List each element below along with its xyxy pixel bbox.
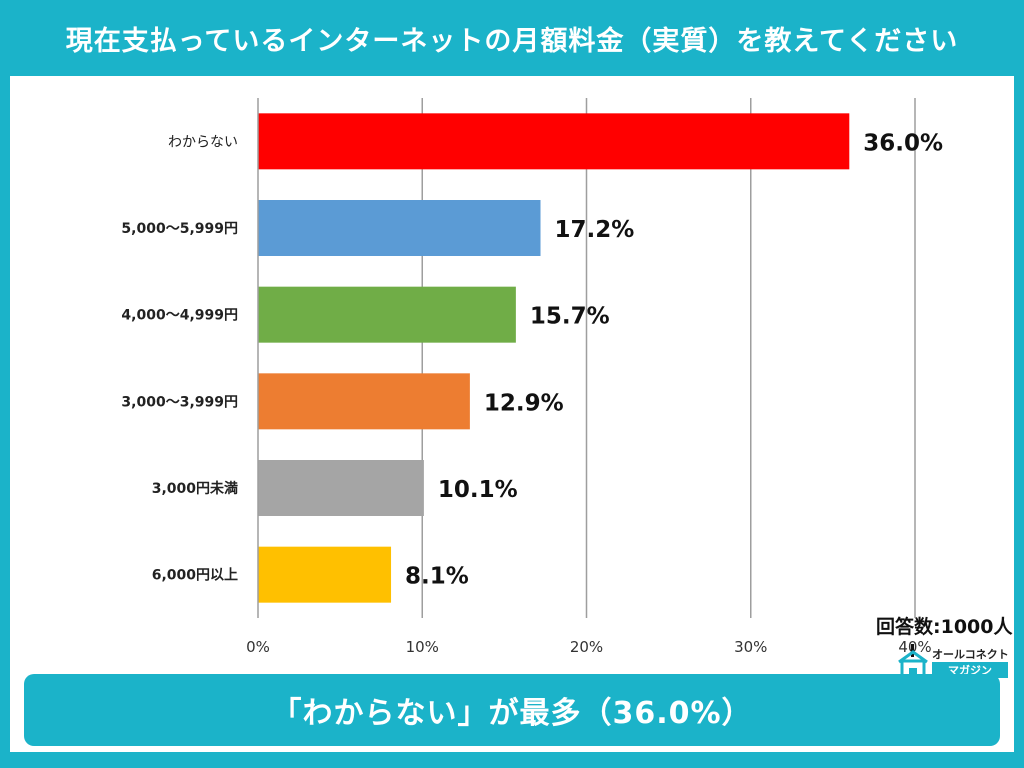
bar-3	[258, 373, 470, 430]
category-label: 4,000～4,999円	[121, 308, 238, 324]
x-tick-label: 20%	[570, 638, 603, 656]
value-label: 10.1%	[438, 477, 518, 503]
value-label: 36.0%	[863, 130, 943, 156]
x-tick-label: 30%	[734, 638, 767, 656]
bar-chart: 0% 10% 20% 30% 40% わからない 36.0% 5,000～5,999円 17.2…	[121, 98, 943, 656]
category-label: わからない	[168, 134, 238, 150]
bar-5	[258, 546, 392, 603]
category-label: 5,000～5,999円	[121, 221, 238, 237]
summary-banner: 「わからない」が最多（36.0%）	[24, 674, 1000, 746]
value-label: 17.2%	[555, 217, 635, 243]
x-tick-label: 0%	[246, 638, 270, 656]
bar-0	[258, 113, 850, 170]
category-label: 3,000円未満	[152, 480, 238, 497]
x-tick-label: 10%	[406, 638, 439, 656]
value-label: 12.9%	[484, 390, 564, 416]
logo-top-text: オールコネクト	[932, 648, 1009, 661]
respondent-count: 回答数:1000人	[876, 616, 1013, 638]
bar-1	[258, 200, 541, 256]
summary-text: 「わからない」が最多（36.0%）	[271, 696, 753, 731]
category-label: 6,000円以上	[152, 568, 238, 584]
chart-panel: 0% 10% 20% 30% 40% わからない 36.0% 5,000～5,999円 17.2…	[10, 76, 1014, 752]
chart-question-title: 現在支払っているインターネットの月額料金（実質）を教えてください	[65, 25, 959, 57]
bar-2	[258, 286, 516, 343]
value-label: 8.1%	[405, 564, 469, 590]
category-label: 3,000～3,999円	[121, 394, 238, 410]
x-tick-label: 40%	[898, 638, 931, 656]
bar-4	[258, 460, 424, 516]
value-label: 15.7%	[530, 304, 610, 330]
